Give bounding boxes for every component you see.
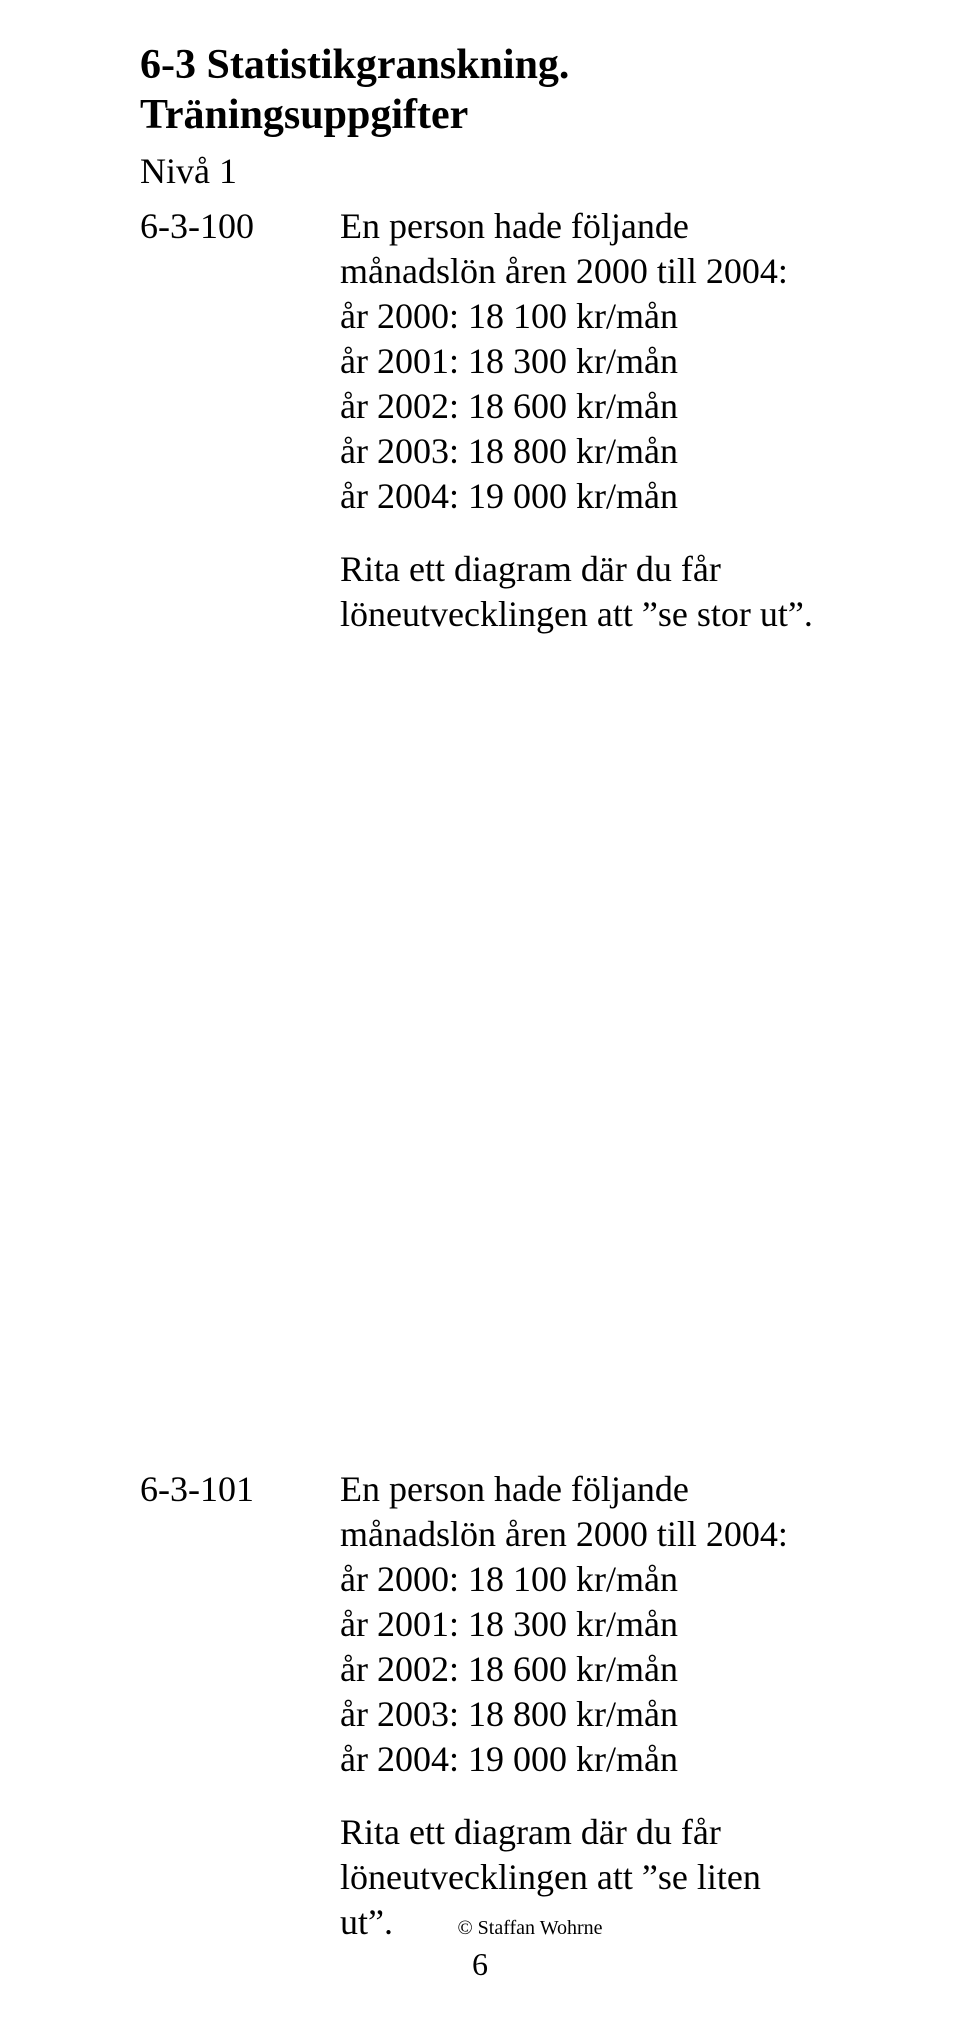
exercise-line: år 2002: 18 600 kr/mån [340,384,820,429]
exercise-block: 6-3-100 En person hade följande månadslö… [140,204,820,637]
exercise-content: En person hade följande månadslön åren 2… [340,204,820,637]
footer-page-number: 6 [0,1942,960,1987]
exercise-intro: En person hade följande månadslön åren 2… [340,1467,820,1557]
footer-copyright: © Staffan Wohrne [0,1914,960,1942]
exercise-line: år 2003: 18 800 kr/mån [340,1692,820,1737]
exercise-content: En person hade följande månadslön åren 2… [340,1467,820,1945]
exercise-line: år 2000: 18 100 kr/mån [340,294,820,339]
spacer [140,637,820,1467]
page-footer: © Staffan Wohrne 6 [0,1914,960,1987]
page-title: 6-3 Statistikgranskning. Träningsuppgift… [140,40,820,141]
page: 6-3 Statistikgranskning. Träningsuppgift… [0,0,960,2027]
exercise-line: år 2003: 18 800 kr/mån [340,429,820,474]
exercise-line: år 2004: 19 000 kr/mån [340,1737,820,1782]
exercise-id: 6-3-101 [140,1467,340,1512]
exercise-id: 6-3-100 [140,204,340,249]
exercise-line: år 2001: 18 300 kr/mån [340,1602,820,1647]
exercise-intro: En person hade följande månadslön åren 2… [340,204,820,294]
level-heading: Nivå 1 [140,149,820,194]
exercise-line: år 2001: 18 300 kr/mån [340,339,820,384]
exercise-line: år 2000: 18 100 kr/mån [340,1557,820,1602]
exercise-task: Rita ett diagram där du får löneutveckli… [340,547,820,637]
exercise-line: år 2004: 19 000 kr/mån [340,474,820,519]
exercise-line: år 2002: 18 600 kr/mån [340,1647,820,1692]
exercise-block: 6-3-101 En person hade följande månadslö… [140,1467,820,1945]
